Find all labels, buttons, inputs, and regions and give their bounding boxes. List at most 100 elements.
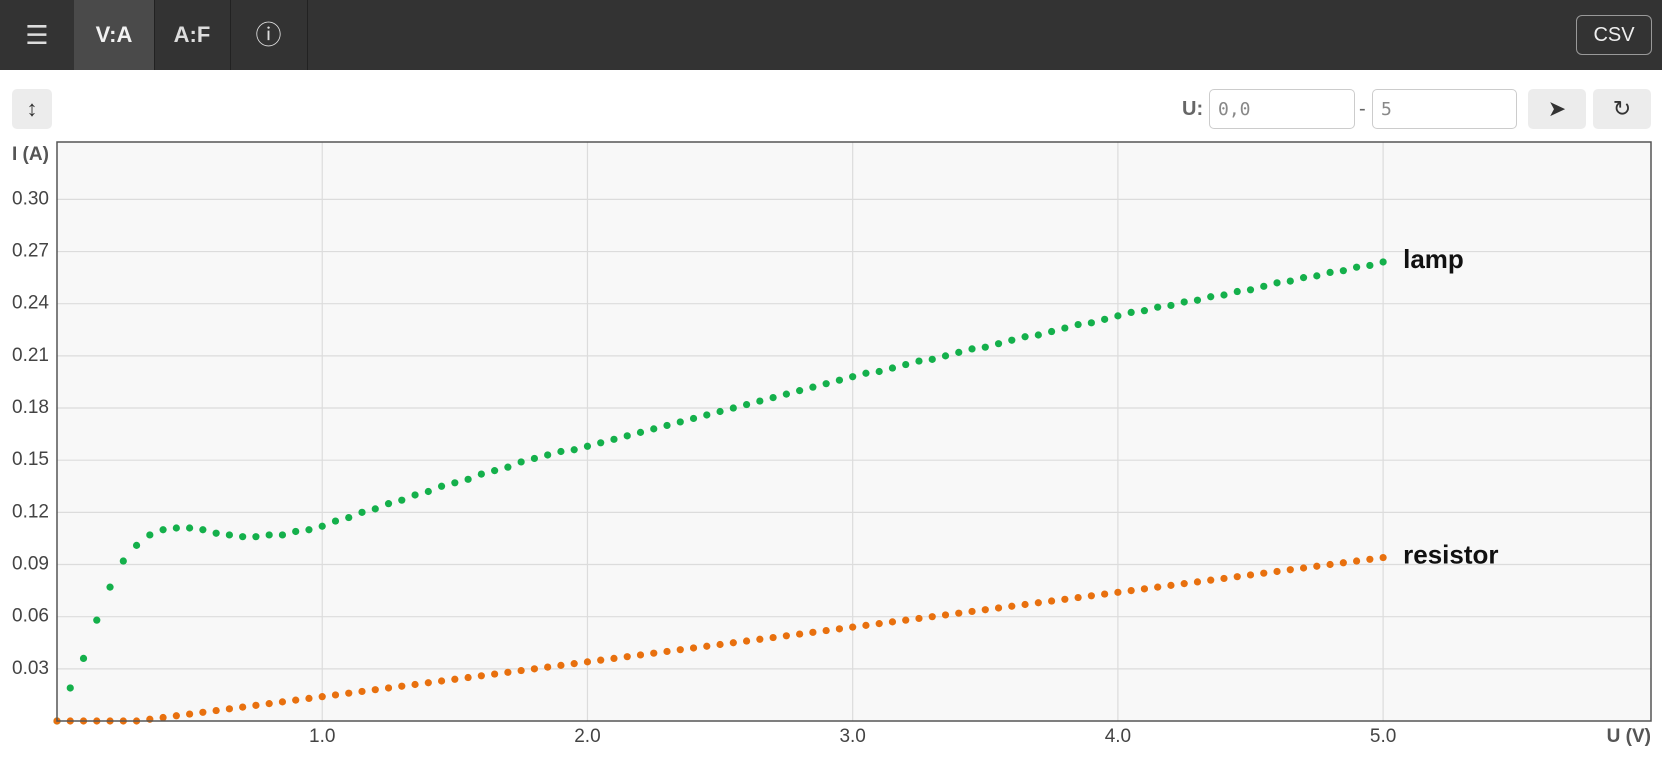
data-point: [172, 712, 180, 720]
data-point: [1087, 319, 1095, 327]
data-point: [199, 526, 207, 534]
tab[interactable]: V:A: [74, 0, 155, 70]
data-point: [1193, 296, 1202, 304]
data-point: [1353, 263, 1361, 271]
menu-button[interactable]: ☰: [0, 0, 75, 70]
data-point: [557, 661, 565, 669]
data-point: [1061, 595, 1069, 603]
data-point: [106, 583, 114, 591]
data-point: [1047, 597, 1056, 605]
data-point: [888, 618, 897, 626]
data-point: [1114, 588, 1122, 596]
data-point: [358, 687, 366, 696]
info-button[interactable]: ⓘ: [230, 0, 308, 70]
data-point: [1021, 333, 1029, 341]
data-point: [1366, 555, 1374, 563]
data-point: [186, 710, 194, 718]
data-point: [1180, 580, 1188, 588]
data-point: [1034, 331, 1042, 339]
y-tick-label: 0.24: [12, 293, 49, 314]
data-point: [451, 675, 459, 683]
data-point: [1101, 315, 1109, 323]
csv-button[interactable]: CSV: [1576, 15, 1652, 55]
data-point: [1207, 576, 1215, 584]
data-point: [239, 533, 247, 541]
data-point: [491, 467, 499, 475]
data-point: [915, 357, 923, 365]
data-point: [835, 376, 844, 384]
data-point: [477, 672, 485, 680]
data-point: [610, 435, 618, 443]
data-point: [437, 677, 446, 685]
tab[interactable]: A:F: [154, 0, 231, 70]
data-point: [822, 380, 830, 388]
data-point: [1087, 592, 1095, 600]
data-point: [650, 649, 658, 657]
data-point: [1246, 286, 1255, 294]
data-point: [849, 623, 857, 631]
data-point: [809, 383, 817, 391]
data-point: [1154, 583, 1162, 591]
data-point: [915, 614, 923, 623]
x-tick-label: 5.0: [1370, 726, 1396, 747]
data-point: [225, 531, 233, 539]
data-point: [729, 404, 737, 412]
data-point: [835, 625, 844, 633]
data-point: [742, 400, 751, 409]
y-tick-label: 0.15: [12, 449, 49, 470]
u-from-input[interactable]: [1209, 89, 1355, 129]
data-point: [796, 387, 804, 395]
plot-area: [57, 142, 1651, 721]
data-point: [159, 526, 167, 534]
data-point: [1246, 571, 1255, 579]
data-point: [557, 447, 565, 456]
data-point: [782, 632, 790, 640]
data-point: [756, 635, 764, 643]
data-point: [689, 414, 698, 423]
data-point: [411, 491, 419, 499]
run-button[interactable]: ➤: [1528, 89, 1586, 129]
y-tick-label: 0.18: [12, 397, 49, 418]
data-point: [1379, 553, 1387, 562]
data-point: [1193, 578, 1202, 586]
data-point: [583, 442, 592, 450]
data-point: [411, 680, 419, 689]
data-point: [941, 352, 950, 360]
data-point: [424, 679, 432, 687]
data-point: [955, 348, 963, 356]
data-point: [570, 446, 578, 454]
data-point: [1313, 562, 1321, 570]
data-point: [318, 693, 326, 701]
data-point: [318, 522, 326, 530]
data-point: [1008, 602, 1016, 610]
data-point: [1140, 585, 1149, 593]
data-point: [1260, 569, 1268, 577]
series-label: lamp: [1403, 244, 1464, 274]
data-point: [888, 364, 897, 372]
data-point: [650, 425, 658, 433]
data-point: [172, 524, 180, 532]
data-point: [676, 418, 684, 426]
data-point: [1047, 327, 1056, 336]
data-point: [981, 606, 989, 614]
data-point: [968, 607, 976, 616]
data-point: [703, 642, 711, 650]
data-point: [716, 640, 724, 649]
data-point: [79, 654, 88, 663]
data-point: [530, 665, 539, 673]
data-point: [292, 696, 300, 704]
data-point: [1339, 559, 1347, 567]
reset-button[interactable]: ↻: [1593, 89, 1651, 129]
data-point: [384, 500, 393, 508]
u-to-input[interactable]: [1372, 89, 1517, 129]
data-point: [583, 658, 592, 666]
data-point: [1233, 573, 1241, 581]
data-point: [464, 673, 472, 682]
data-point: [305, 694, 313, 702]
data-point: [742, 637, 751, 645]
data-point: [132, 541, 141, 549]
toggle-button[interactable]: ↕: [12, 89, 52, 129]
data-point: [1127, 586, 1135, 595]
data-point: [1008, 336, 1016, 344]
